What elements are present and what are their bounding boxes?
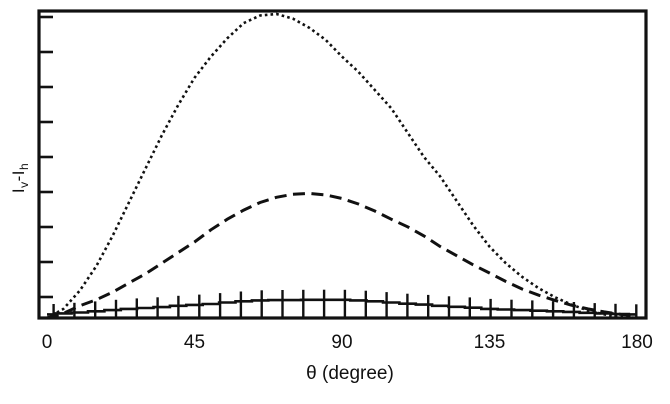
y-axis-label-sub1: v [17, 181, 31, 188]
x-tick-label: 45 [184, 332, 205, 353]
error-bars [52, 289, 638, 318]
y-axis-label: Iv-Ih [8, 117, 31, 239]
x-tick-label: 135 [474, 332, 506, 353]
y-axis-label-sub2: h [17, 162, 31, 171]
dashed-curve [46, 191, 638, 320]
y-axis-label-base1: I [9, 187, 28, 194]
plot-frame [37, 9, 648, 320]
solid-curve [47, 298, 637, 316]
x-axis-label: θ (degree) [306, 363, 394, 384]
x-tick-label: 90 [331, 332, 352, 353]
dotted-curve [46, 12, 638, 320]
y-axis-label-base2: -I [9, 170, 28, 182]
x-tick-label: 0 [42, 332, 53, 353]
x-tick-label: 180 [621, 332, 653, 353]
y-axis-ticks [40, 15, 53, 299]
x-tick-labels: 0 45 90 135 180 [42, 332, 653, 353]
